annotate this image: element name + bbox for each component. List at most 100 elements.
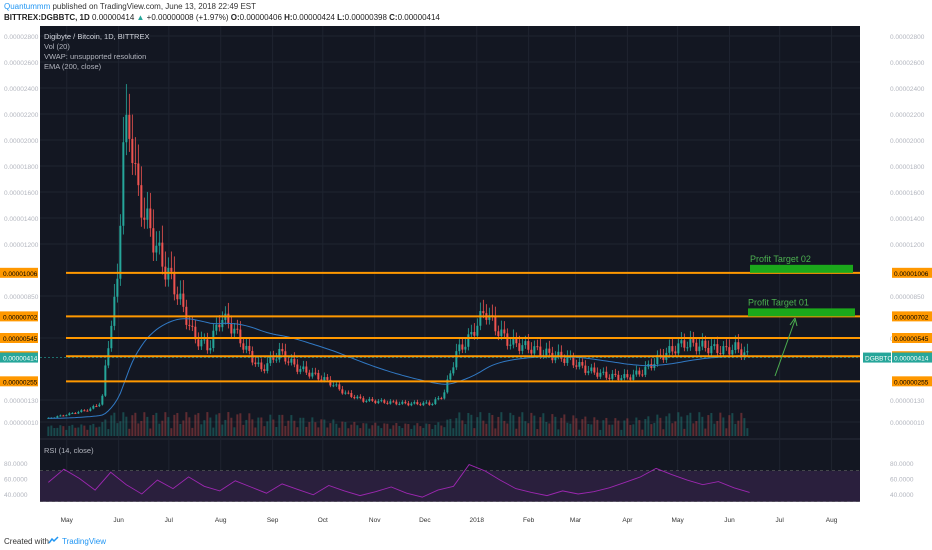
- candle-body: [458, 344, 461, 352]
- candle-body: [83, 410, 86, 412]
- right-axis-bg: [860, 26, 932, 531]
- chart-svg[interactable]: 0.00002800 0.00002800 0.00002600 0.00002600…: [0, 26, 932, 531]
- volume-bar: [242, 424, 245, 436]
- candle-body: [557, 351, 560, 357]
- price-tick-left: 0.00002200: [4, 112, 39, 119]
- volume-bar: [203, 420, 206, 436]
- candle-body: [428, 402, 431, 405]
- level-label-left: 0.00000702: [3, 314, 38, 321]
- level-label-left: 0.00000545: [3, 336, 38, 343]
- volume-bar: [140, 420, 143, 436]
- candle-body: [230, 324, 233, 334]
- volume-bar: [275, 426, 278, 436]
- volume-bar: [380, 428, 383, 436]
- volume-bar: [551, 414, 554, 436]
- volume-bar: [236, 414, 239, 436]
- candle-body: [287, 361, 290, 363]
- candle-body: [317, 372, 320, 380]
- candle-body: [431, 404, 434, 406]
- candle-body: [308, 372, 311, 377]
- chart-header: Quantummm published on TradingView.com, …: [0, 0, 932, 26]
- profit-target-box: [750, 264, 853, 273]
- candle-body: [677, 343, 680, 354]
- price-tick-left: 0.00001200: [4, 242, 39, 249]
- rsi-tick-right: 40.0000: [890, 492, 914, 499]
- volume-bar: [473, 428, 476, 436]
- volume-bar: [524, 421, 527, 436]
- candle-body: [656, 354, 659, 364]
- volume-bar: [497, 416, 500, 436]
- candle-body: [257, 362, 260, 365]
- volume-bar: [677, 412, 680, 436]
- price-tick-left: 0.00000010: [4, 420, 39, 427]
- chart-area[interactable]: 0.00002800 0.00002800 0.00002600 0.00002600…: [0, 26, 932, 531]
- candle-body: [686, 347, 689, 349]
- volume-bar: [299, 417, 302, 436]
- candle-body: [395, 401, 398, 405]
- time-tick-label: Jul: [776, 517, 785, 524]
- volume-bar: [641, 429, 644, 436]
- high-label: H:: [284, 13, 293, 22]
- candle-body: [674, 351, 677, 354]
- candle-body: [635, 370, 638, 375]
- ema-line: [48, 318, 748, 419]
- volume-bar: [707, 415, 710, 436]
- candle-body: [206, 339, 209, 351]
- candle-body: [125, 114, 128, 143]
- candle-body: [86, 410, 89, 412]
- volume-bar: [311, 417, 314, 436]
- volume-bar: [173, 414, 176, 436]
- volume-bar: [428, 424, 431, 436]
- candle-body: [362, 398, 365, 402]
- volume-bar: [731, 413, 734, 436]
- candle-body: [554, 356, 557, 361]
- volume-bar: [287, 420, 290, 436]
- volume-bar: [104, 419, 107, 436]
- volume-bar: [359, 428, 362, 436]
- candle-body: [545, 348, 548, 356]
- candle-body: [143, 217, 146, 220]
- candle-body: [344, 392, 347, 394]
- candle-body: [413, 402, 416, 404]
- volume-bar: [446, 419, 449, 436]
- candle-body: [449, 373, 452, 380]
- legend-vwap: VWAP: unsupported resolution: [44, 52, 147, 61]
- volume-bar: [743, 418, 746, 436]
- volume-bar: [494, 428, 497, 436]
- level-badge-right: [892, 267, 932, 278]
- volume-bar: [182, 420, 185, 436]
- volume-bar: [686, 415, 689, 436]
- volume-bar: [125, 416, 128, 436]
- time-tick-label: Dec: [419, 517, 431, 524]
- volume-bar: [602, 420, 605, 436]
- candle-body: [722, 346, 725, 355]
- volume-bar: [377, 425, 380, 436]
- volume-bar: [146, 416, 149, 436]
- volume-bar: [59, 425, 62, 436]
- candle-body: [347, 392, 350, 394]
- candle-body: [254, 362, 257, 365]
- tradingview-brand-link[interactable]: TradingView: [62, 537, 107, 546]
- volume-bar: [518, 416, 521, 436]
- volume-bar: [98, 426, 101, 436]
- candle-body: [248, 345, 251, 351]
- volume-bar: [635, 417, 638, 436]
- candle-body: [371, 399, 374, 401]
- candle-body: [527, 341, 530, 350]
- candle-body: [401, 401, 404, 404]
- candle-body: [170, 267, 173, 272]
- candle-body: [77, 412, 80, 414]
- volume-bar: [560, 417, 563, 436]
- candle-body: [101, 395, 104, 405]
- volume-bar: [218, 413, 221, 436]
- volume-bar: [296, 427, 299, 436]
- candle-body: [290, 358, 293, 363]
- volume-bar: [92, 423, 95, 436]
- current-price-label-left: 0.00000414: [3, 356, 38, 363]
- candle-body: [695, 342, 698, 352]
- candle-body: [581, 362, 584, 366]
- level-label-right: 0.00000702: [894, 314, 929, 321]
- volume-bar: [197, 413, 200, 436]
- candle-body: [662, 355, 665, 360]
- author-link[interactable]: Quantummm: [4, 2, 51, 11]
